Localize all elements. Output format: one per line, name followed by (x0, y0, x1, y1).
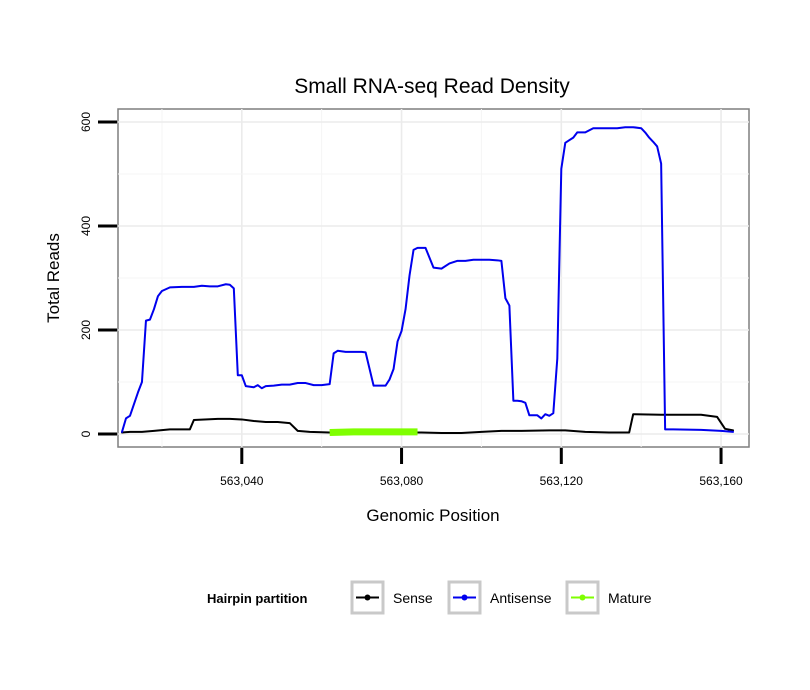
legend-label-mature: Mature (608, 590, 652, 606)
y-tick-label: 200 (79, 320, 93, 340)
legend-item-sense: Sense (350, 580, 433, 615)
legend-key-dot-sense (364, 594, 371, 601)
axes: 563,040 563,080 563,120 563,160 0 200 400 600 (79, 112, 743, 488)
y-tick-label: 400 (79, 216, 93, 236)
series-line-antisense (120, 126, 735, 433)
grid-lines (118, 109, 749, 447)
legend-item-mature: Mature (565, 580, 652, 615)
series-line-mature (329, 428, 418, 436)
y-tick-label: 0 (79, 430, 93, 437)
legend-label-sense: Sense (393, 590, 433, 606)
legend-title: Hairpin partition (207, 591, 307, 606)
x-tick-label: 563,160 (699, 474, 743, 488)
x-tick-label: 563,120 (540, 474, 584, 488)
legend-key-dot-mature (579, 594, 586, 601)
legend-key-dot-antisense (461, 594, 468, 601)
x-axis-title: Genomic Position (366, 506, 499, 525)
legend-item-antisense: Antisense (447, 580, 552, 615)
series-layer (120, 126, 735, 436)
x-tick-label: 563,040 (220, 474, 264, 488)
chart-title: Small RNA-seq Read Density (294, 75, 570, 98)
y-axis-title: Total Reads (44, 233, 63, 323)
y-tick-label: 600 (79, 112, 93, 132)
legend-label-antisense: Antisense (490, 590, 552, 606)
legend: Hairpin partition Sense Antisense Mature (207, 580, 652, 615)
x-tick-label: 563,080 (380, 474, 424, 488)
